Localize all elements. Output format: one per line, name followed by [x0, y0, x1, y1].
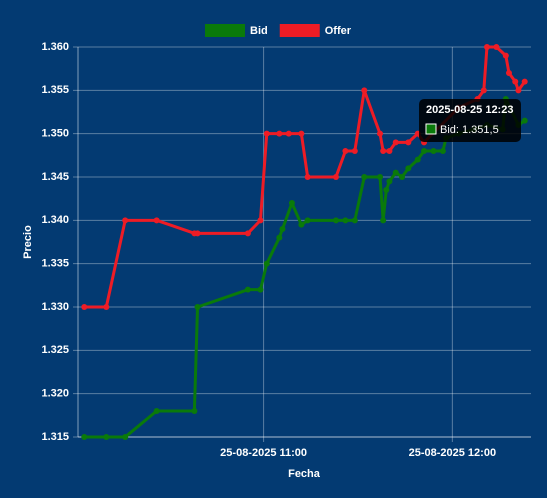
line-series	[84, 45, 526, 309]
tooltip-label: Bid: 1.351,5	[440, 124, 499, 136]
data-point	[480, 87, 487, 94]
data-point	[421, 148, 428, 154]
data-point	[351, 148, 358, 154]
data-point	[405, 165, 412, 172]
data-point	[332, 217, 339, 224]
x-tick-label: 25-08-2025 11:00	[220, 447, 307, 459]
y-tick-label: 1.350	[41, 128, 69, 140]
data-point	[377, 130, 383, 137]
data-point	[342, 217, 349, 224]
data-point	[383, 187, 390, 193]
data-point	[279, 226, 286, 232]
y-tick-label: 1.360	[41, 41, 69, 53]
data-point	[263, 130, 270, 137]
y-tick-label: 1.325	[41, 344, 69, 356]
x-tick-label: 25-08-2025 12:00	[409, 447, 496, 459]
data-point	[505, 70, 512, 76]
data-point	[483, 44, 490, 50]
data-point	[257, 217, 264, 224]
data-point	[194, 230, 201, 237]
data-point	[399, 174, 406, 180]
data-point	[244, 286, 251, 293]
data-point	[386, 178, 393, 185]
data-point	[194, 304, 201, 310]
data-point	[493, 44, 500, 50]
data-point	[414, 156, 421, 163]
legend-swatch	[205, 24, 245, 37]
tooltip-swatch	[425, 123, 437, 135]
y-tick-label: 1.330	[41, 301, 69, 313]
data-point	[521, 78, 528, 85]
data-point	[285, 130, 292, 137]
data-point	[304, 217, 311, 224]
data-point	[380, 148, 387, 154]
data-point	[103, 434, 110, 440]
data-point	[502, 52, 509, 59]
tooltip-title: 2025-08-25 12:23	[426, 104, 513, 116]
data-point	[81, 304, 88, 310]
data-point	[342, 148, 349, 154]
data-point	[430, 148, 437, 154]
y-axis-title: Precio	[22, 225, 34, 259]
data-point	[122, 217, 129, 224]
data-point	[276, 130, 283, 137]
data-point	[263, 260, 270, 267]
y-tick-label: 1.335	[41, 258, 69, 270]
legend-label: Bid	[250, 25, 268, 37]
tooltip-box	[419, 99, 521, 142]
data-point	[361, 174, 368, 180]
data-point	[332, 174, 339, 180]
data-point	[288, 200, 295, 206]
y-tick-label: 1.345	[41, 171, 69, 183]
data-point	[103, 304, 110, 310]
data-point	[515, 87, 522, 94]
data-point	[298, 221, 305, 228]
data-point	[122, 434, 129, 440]
data-point	[298, 130, 305, 137]
data-point	[521, 117, 528, 124]
data-point	[512, 78, 519, 85]
data-point	[153, 408, 160, 414]
data-point	[392, 169, 399, 176]
data-point	[276, 234, 283, 241]
y-tick-label: 1.320	[41, 388, 69, 400]
legend-swatch	[279, 24, 320, 37]
data-point	[386, 148, 393, 154]
data-point	[439, 148, 446, 154]
data-point	[244, 230, 251, 237]
y-tick-label: 1.315	[41, 431, 69, 443]
data-point	[392, 139, 399, 146]
data-point	[257, 286, 264, 293]
data-point	[351, 217, 358, 224]
data-point	[153, 217, 160, 224]
data-point	[361, 87, 368, 94]
data-point	[304, 174, 311, 180]
y-tick-label: 1.355	[41, 84, 69, 96]
data-point	[377, 174, 383, 180]
data-point	[191, 408, 198, 414]
legend-label: Offer	[325, 25, 352, 37]
data-point	[81, 434, 88, 440]
data-point	[380, 217, 387, 224]
data-point	[405, 139, 412, 146]
x-axis-title: Fecha	[288, 468, 321, 480]
y-tick-label: 1.340	[41, 214, 69, 226]
